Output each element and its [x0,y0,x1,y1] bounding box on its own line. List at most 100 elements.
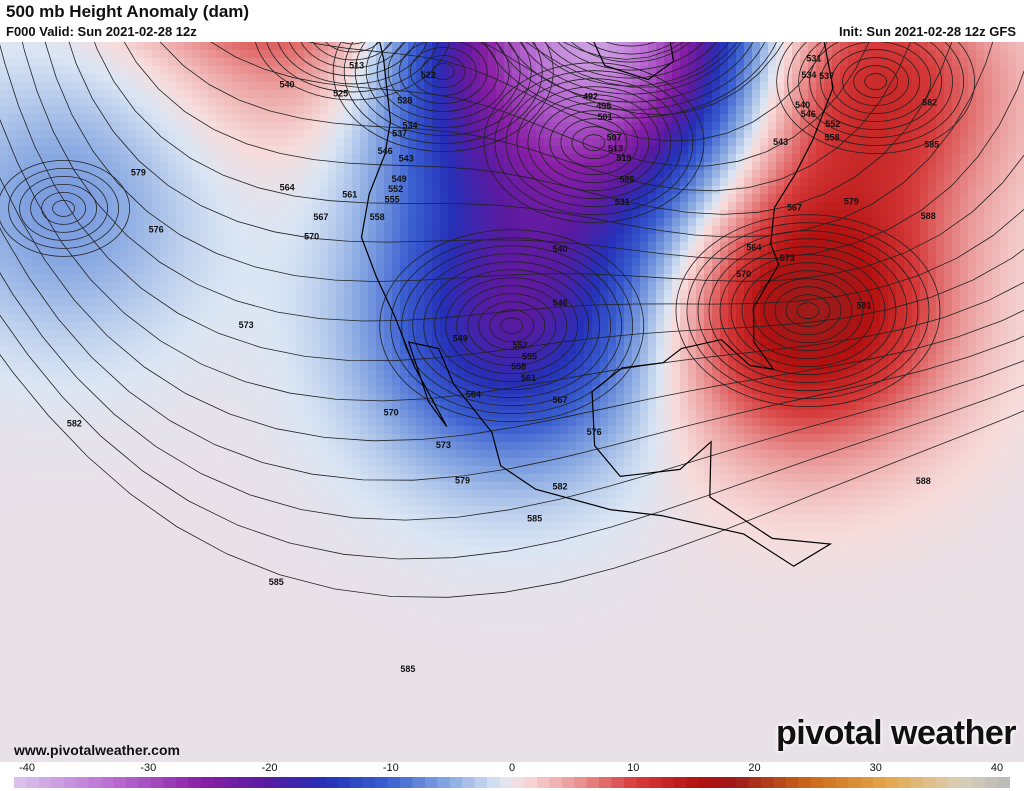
height-contour [387,42,499,112]
colorbar-tick-label: -20 [261,762,278,774]
height-contour [820,42,932,122]
contour-label: 522 [421,70,436,80]
colorbar-segment [698,777,712,788]
contour-label: 555 [385,195,400,205]
height-contour [776,42,976,154]
colorbar-segment [126,777,140,788]
contour-label: 564 [466,390,481,400]
north-america-coastline [360,42,834,567]
colorbar-segment [885,777,899,788]
height-contour [123,42,953,215]
contour-label: 492 [583,92,598,102]
contour-label: 543 [399,154,414,164]
height-contour [325,42,380,53]
contour-label: 570 [384,408,399,418]
height-contour [531,42,730,87]
height-contour [527,94,661,192]
height-contour [570,42,691,63]
height-contour [864,73,888,90]
contour-label: 588 [921,211,936,221]
height-contour [365,42,521,128]
height-contour [68,42,1024,260]
colorbar-segment [76,777,90,788]
contour-label: 537 [819,71,834,81]
height-contour [484,42,777,119]
height-contour [19,175,109,241]
contour-label: 525 [619,175,634,185]
height-contour [494,70,694,216]
height-contour [686,222,930,400]
colorbar-segment [26,777,40,788]
height-contour [21,42,1024,322]
contour-label: 549 [392,174,407,184]
contour-label: 579 [844,197,859,207]
contour-label: 555 [522,351,537,361]
colorbar-segment [723,777,737,788]
contour-label: 570 [736,269,751,279]
contour-label: 549 [453,333,468,343]
colorbar-tick-label: 40 [990,762,1004,774]
colorbar-segment [512,777,526,788]
height-contour [763,278,853,344]
contour-label: 546 [552,298,567,308]
height-contour [94,42,994,238]
colorbar-segment [935,777,949,788]
colorbar-segment [910,777,924,788]
contour-label: 546 [801,109,816,119]
colorbar-segment [175,777,189,788]
height-contour [489,309,535,343]
colorbar-segment [38,777,52,788]
contour-label: 513 [608,143,623,153]
colorbar-segment [113,777,127,788]
height-contour [538,102,650,184]
colorbar-segment [960,777,974,788]
height-contour [496,42,766,111]
height-contour [398,42,488,104]
contour-label: 525 [333,89,348,99]
colorbar-segment [437,777,451,788]
colorbar-segment [250,777,264,788]
colorbar-segment [785,777,799,788]
contour-label: 507 [607,133,622,143]
height-contour [52,199,76,217]
header: 500 mb Height Anomaly (dam) F000 Valid: … [0,0,1024,42]
height-contour [340,42,364,45]
contour-label: 534 [801,70,816,80]
weather-map[interactable]: 5135255225285345375405435465495525555585… [0,42,1024,762]
colorbar-segment [736,777,750,788]
colorbar-segment [14,777,28,788]
contour-label: 585 [527,514,542,524]
height-contour [853,65,899,98]
colorbar-segment [88,777,102,788]
map-title: 500 mb Height Anomaly (dam) [6,2,250,21]
colorbar-segment [835,777,849,788]
height-contour [809,42,943,130]
colorbar-segment [586,777,600,788]
colorbar-segment [711,777,725,788]
contour-label: 540 [795,100,810,110]
height-contour [741,262,875,360]
colorbar-segment [636,777,650,788]
height-contour [0,160,130,257]
height-contour [785,294,831,328]
height-contour [420,55,466,88]
colorbar-segment [611,777,625,788]
colorbar-tick-label: -10 [382,762,399,774]
colorbar-segment [561,777,575,788]
colorbar-segment [985,777,999,788]
colorbar-segment [387,777,401,788]
height-contour [431,63,455,80]
height-contour [516,86,672,200]
contour-labels: 5135255225285345375405435465495525555585… [67,54,939,675]
height-contour [549,110,639,176]
contour-label: 540 [552,244,567,254]
colorbar-segment [350,777,364,788]
height-contour [300,42,405,69]
height-contour [159,42,912,192]
contour-label: 519 [616,153,631,163]
height-contour [0,314,1024,560]
colorbar-segment [798,777,812,788]
colorbar-segment [686,777,700,788]
init-time: Init: Sun 2021-02-28 12z GFS [838,24,1016,39]
height-contour [8,167,120,249]
